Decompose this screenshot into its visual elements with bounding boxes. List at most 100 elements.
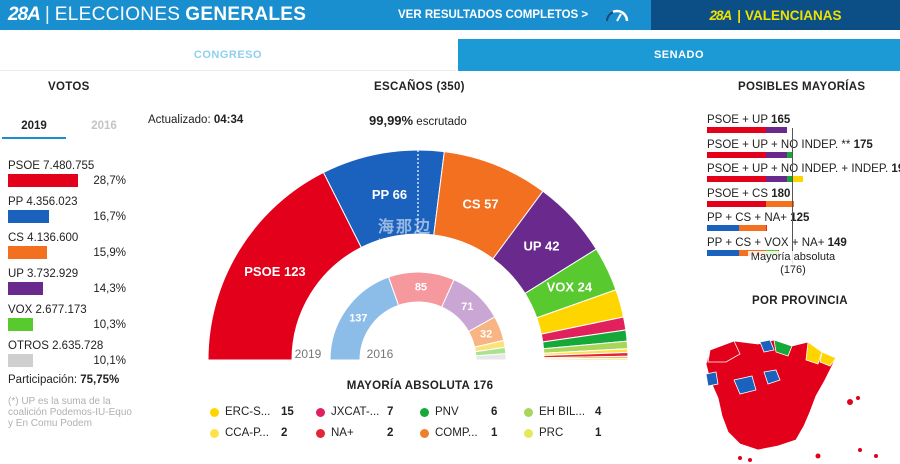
vote-item: UP 3.732.929 14,3%	[8, 268, 126, 295]
valencianas-button[interactable]: 28A | VALENCIANAS	[651, 0, 900, 30]
party-seats: 2	[281, 427, 288, 439]
majority-threshold-label: Mayoría absoluta	[750, 251, 836, 263]
outer-seat-label: UP 42	[524, 238, 560, 253]
inner-seat-segment[interactable]	[475, 353, 507, 361]
party-seats: 7	[387, 406, 394, 418]
mayoria-segment	[707, 225, 739, 231]
brand-title: ELECCIONES	[54, 4, 181, 25]
ver-resultados-link[interactable]: VER RESULTADOS COMPLETOS >	[398, 9, 589, 21]
valencianas-label: VALENCIANAS	[745, 7, 842, 23]
mayoria-segment	[707, 151, 767, 158]
majority-threshold-text: Mayoría absoluta (176)	[748, 251, 838, 277]
outer-seat-segment[interactable]	[543, 357, 629, 361]
mayoria-item: PSOE + UP + NO INDEP. + INDEP. 199	[707, 163, 900, 182]
mayoria-segment	[707, 127, 767, 133]
party-seats: 4	[595, 406, 602, 418]
mayoria-segment	[766, 225, 768, 231]
gauge-icon[interactable]	[604, 7, 630, 23]
updated-label: Actualizado:	[148, 114, 211, 126]
party-color-dot	[316, 407, 325, 417]
party-name: PRC	[539, 427, 564, 439]
mayoria-bar	[707, 176, 892, 182]
small-party-item[interactable]: EH BIL... 4	[524, 406, 601, 418]
mayoria-segment	[766, 176, 787, 182]
vote-item: PP 4.356.023 16,7%	[8, 196, 126, 223]
mayoria-bar	[707, 151, 892, 158]
vote-pct: 10,1%	[93, 354, 126, 367]
party-name: NA+	[331, 427, 354, 439]
majority-threshold-value: (176)	[780, 264, 806, 276]
outer-seat-label: VOX 24	[547, 279, 593, 294]
participacion-label: Participación:	[8, 374, 78, 386]
small-party-item[interactable]: CCA-P... 2	[210, 427, 287, 439]
vote-bar	[8, 282, 43, 295]
inner-year-label: 2016	[367, 347, 394, 361]
vote-item: VOX 2.677.173 10,3%	[8, 304, 126, 331]
mayorias-heading: POSIBLES MAYORÍAS	[738, 81, 866, 93]
participacion: Participación: 75,75%	[8, 374, 119, 386]
inner-seat-label: 32	[480, 328, 492, 340]
mayoria-absoluta-label: MAYORÍA ABSOLUTA 176	[346, 380, 494, 392]
mayoria-segment	[786, 176, 792, 182]
vote-label: CS 4.136.600	[8, 232, 79, 244]
vote-pct: 15,9%	[93, 246, 126, 259]
mayoria-segment	[791, 176, 804, 182]
inner-seat-label: 71	[461, 301, 473, 313]
tab-senado[interactable]: SENADO	[458, 39, 900, 71]
outer-seat-label: PP 66	[372, 187, 407, 202]
small-party-item[interactable]: PNV 6	[420, 406, 497, 418]
mayoria-bar	[707, 200, 892, 207]
year-tab-2019[interactable]: 2019	[2, 113, 66, 139]
vote-bar	[8, 210, 49, 223]
mayoria-segment	[766, 200, 794, 207]
party-seats: 1	[491, 427, 498, 439]
small-party-item[interactable]: NA+ 2	[316, 427, 393, 439]
mayoria-label: PSOE + CS 180	[707, 187, 791, 200]
party-color-dot	[524, 407, 533, 417]
valencianas-separator: |	[737, 7, 742, 23]
scrutinized: 99,99% escrutado	[369, 113, 467, 128]
vote-item: CS 4.136.600 15,9%	[8, 232, 126, 259]
provincia-heading: POR PROVINCIA	[752, 295, 848, 307]
mayoria-label: PP + CS + VOX + NA+ 149	[707, 236, 847, 249]
participacion-value: 75,75%	[80, 374, 120, 386]
inner-seat-label: 85	[415, 282, 427, 294]
mayoria-segment	[766, 151, 787, 158]
vote-bar	[8, 246, 47, 259]
outer-seat-label: PSOE 123	[244, 264, 305, 279]
brand-separator: |	[44, 4, 50, 25]
vote-bar	[8, 318, 34, 331]
small-party-item[interactable]: PRC 1	[524, 427, 601, 439]
vote-bar	[8, 354, 33, 367]
updated-time: Actualizado: 04:34	[148, 114, 243, 126]
watermark: 海那边 Hinabian	[378, 213, 432, 248]
small-party-item[interactable]: JXCAT-... 7	[316, 406, 393, 418]
party-name: EH BIL...	[539, 406, 586, 418]
brand-title-bold: GENERALES	[185, 4, 307, 25]
vote-pct: 14,3%	[93, 282, 126, 295]
vote-label: PP 4.356.023	[8, 196, 78, 208]
small-party-item[interactable]: COMP... 1	[420, 427, 497, 439]
mayoria-segment	[707, 176, 767, 182]
scrutinized-label: escrutado	[416, 116, 467, 128]
watermark-text: 海那边	[378, 219, 433, 236]
brand-logo[interactable]: 28A | ELECCIONES GENERALES	[8, 2, 306, 28]
outer-seat-label: CS 57	[462, 196, 498, 211]
party-color-dot	[420, 407, 429, 417]
party-name: PNV	[435, 406, 459, 418]
mayoria-label: PSOE + UP + NO INDEP. ** 175	[707, 138, 873, 151]
mayoria-bar	[707, 225, 892, 231]
mayoria-item: PSOE + CS 180	[707, 188, 892, 207]
tab-congreso[interactable]: CONGRESO	[0, 39, 456, 71]
updated-value: 04:34	[213, 114, 244, 126]
spain-map-icon[interactable]	[700, 332, 900, 464]
mayoria-segment	[707, 249, 739, 256]
small-party-item[interactable]: ERC-S... 15	[210, 406, 294, 418]
party-name: CCA-P...	[225, 427, 269, 439]
votos-heading: VOTOS	[48, 81, 90, 93]
year-tab-2016[interactable]: 2016	[91, 120, 117, 132]
mayoria-segment	[707, 200, 767, 207]
mayoria-item: PSOE + UP 165	[707, 114, 892, 133]
escanos-heading: ESCAÑOS (350)	[374, 81, 465, 93]
outer-seat-segment[interactable]	[207, 171, 362, 361]
